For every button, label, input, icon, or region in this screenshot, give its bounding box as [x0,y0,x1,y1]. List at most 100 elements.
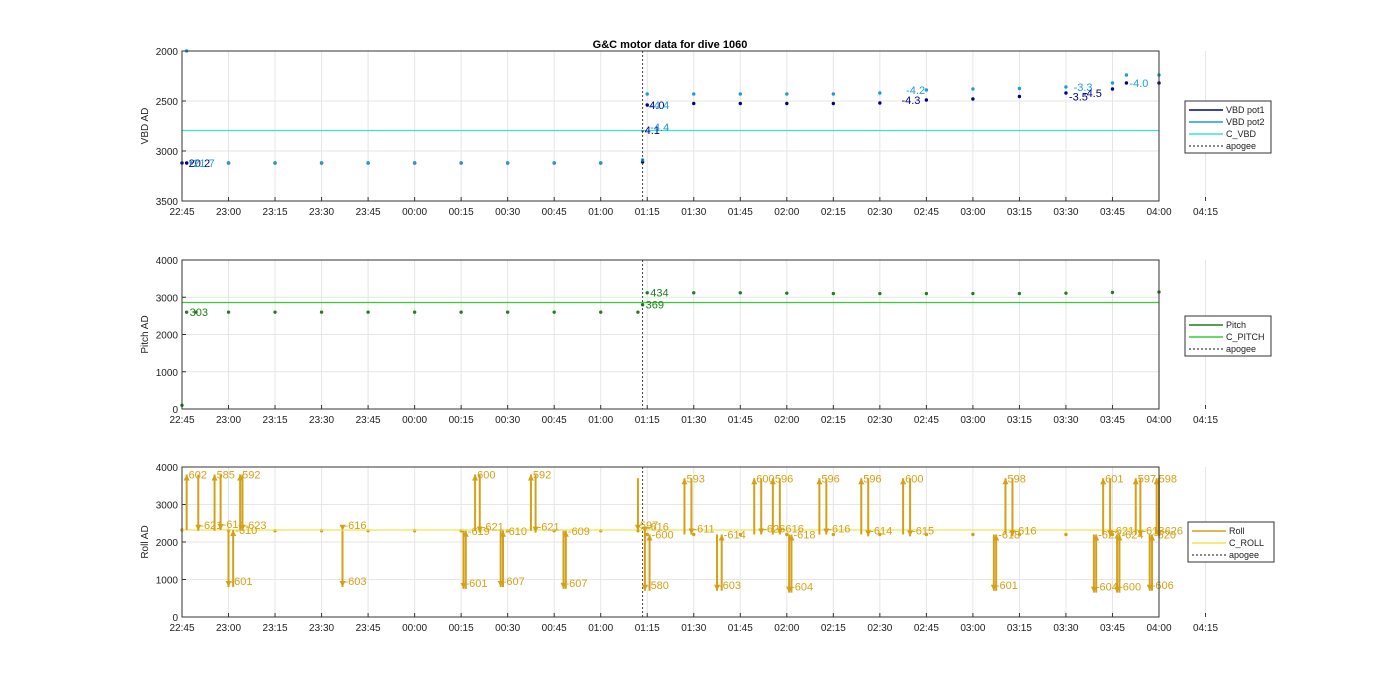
data-label: -3.5 [1069,92,1088,104]
roll-move-label: -607 [503,576,525,588]
roll-point [785,532,789,537]
vbd-pot2-point [924,88,929,92]
x-tick-label: 22:45 [169,415,194,426]
vbd-pot1-point [831,101,836,106]
pitch-point [184,310,189,314]
x-tick-label: 22:45 [169,207,194,218]
roll-move-label: 600 [905,473,923,485]
pitch-point [924,291,929,296]
x-tick-label: 02:00 [774,623,799,634]
x-tick-label: 01:00 [588,415,613,426]
y-tick-label: 1000 [156,368,179,379]
roll-point [1064,532,1068,537]
vbd-pot2-point [1110,81,1115,85]
roll-move-arrowhead [776,528,783,535]
pitch-point [1110,290,1115,295]
pitch-point [366,310,370,314]
roll-move-arrowhead [688,528,695,535]
x-tick-label: 22:45 [169,623,194,634]
x-tick-label: 23:30 [309,415,334,426]
pitch-point [1017,291,1022,296]
roll-move-label: -610 [505,526,527,538]
x-tick-label: 04:15 [1193,623,1218,634]
roll-move-arrowhead [1107,530,1114,537]
roll-point [831,532,836,537]
data-label: 369 [646,300,664,312]
x-tick-label: 04:15 [1193,415,1218,426]
roll-move-label: 596 [821,473,839,485]
roll-move-label: -607 [565,578,587,590]
roll-move-label: -615 [912,525,934,537]
roll-move-label: 596 [775,473,793,485]
x-tick-label: 03:30 [1053,415,1078,426]
roll-point [692,532,696,537]
x-tick-label: 01:30 [681,623,706,634]
legend-label: apogee [1226,141,1256,151]
roll-move-arrowhead [462,530,469,537]
vbd-pot2-point [189,161,194,165]
vbd-pot1-point [645,103,649,107]
x-tick-label: 00:30 [495,415,520,426]
roll-move-arrowhead [527,474,534,481]
vbd-pot2-point [459,161,463,165]
x-tick-label: 03:00 [960,207,985,218]
roll-move-arrowhead [641,584,648,591]
roll-move-label: -626 [1161,525,1183,537]
pitch-point [459,310,463,314]
x-tick-label: 00:45 [542,207,567,218]
pitch-point [194,310,198,314]
vbd-pot2-point [971,87,975,91]
pitch-point [971,291,975,296]
data-label: 434 [650,287,668,299]
y-tick-label: 3000 [156,501,179,512]
roll-move-arrowhead [858,478,865,485]
x-tick-label: 23:45 [356,207,381,218]
roll-move-label: -614 [870,525,892,537]
x-tick-label: 02:15 [821,623,846,634]
vbd-pot1-point [184,161,189,165]
vbd-pot1-point [1110,87,1115,91]
x-tick-label: 00:45 [542,623,567,634]
x-tick-label: 03:45 [1100,415,1125,426]
vbd-pot1-point [785,101,789,106]
roll-move-label: -616 [647,522,669,534]
vbd-pot1-point [924,98,929,102]
x-tick-label: 02:45 [914,623,939,634]
plot-3: 22:45 23:00 23:15 23:30 23:45 00:00 00:15 00:30… [140,463,1275,634]
roll-move-label: 593 [686,473,704,485]
x-tick-label: 03:15 [1007,207,1032,218]
roll-move-label: 600 [477,470,495,482]
roll-move-arrowhead [225,581,232,587]
vbd-pot2-point [878,91,882,95]
vbd-pot2-point [319,161,324,165]
roll-move-label: -624 [1121,530,1143,542]
y-tick-label: 2000 [156,47,179,58]
x-tick-label: 00:30 [495,623,520,634]
roll-move-label: 585 [217,470,235,482]
data-label: -20.2 [185,158,210,170]
x-tick-label: 23:15 [263,623,288,634]
roll-point [878,532,882,537]
roll-move-label: -606 [1152,580,1174,592]
pitch-point [692,291,696,295]
x-tick-label: 02:30 [867,623,892,634]
x-tick-label: 23:45 [356,415,381,426]
roll-point [1110,532,1115,537]
roll-move-arrowhead [823,528,830,535]
vbd-pot2-point [505,161,510,165]
roll-move-arrowhead [1137,530,1144,537]
x-tick-label: 03:15 [1007,623,1032,634]
roll-move-label: -601 [465,578,487,590]
plot-border [181,259,1160,410]
roll-point [924,532,929,537]
pitch-point [412,310,417,314]
x-tick-label: 01:00 [588,207,613,218]
roll-move-label: 597 [1138,473,1156,485]
y-tick-label: 2000 [156,538,179,549]
pitch-point [226,310,231,314]
x-tick-label: 23:45 [356,623,381,634]
roll-move-arrowhead [816,478,823,485]
data-label: -21.7 [190,158,215,170]
